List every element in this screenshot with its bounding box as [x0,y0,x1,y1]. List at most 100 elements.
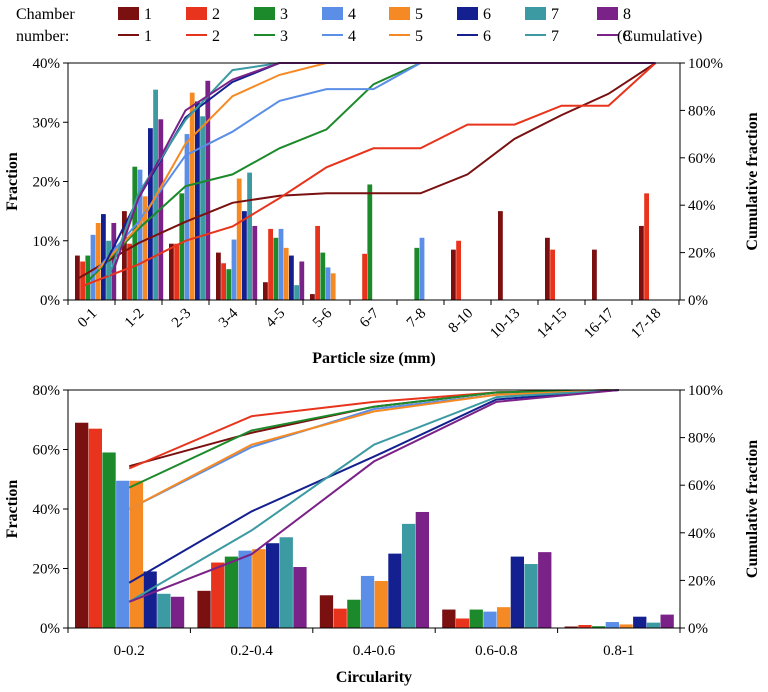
legend-swatch-8 [597,7,618,20]
bar-series-1-4-5 [263,282,268,300]
bar-series-4-0-0.2 [116,480,130,628]
bar-series-3-0-1 [85,255,91,300]
y2-tick-label: 0% [688,293,708,309]
y2-axis-title: Cumulative fraction [744,440,761,578]
x-tick-label: 1-2 [122,306,147,331]
bar-series-7-0-1 [106,240,111,300]
bar-series-4-0.8-1 [605,622,619,628]
x-tick-label: 7-8 [404,306,429,331]
legend-cumulative-suffix: (Cumulative) [617,28,702,45]
x-tick-label: 14-15 [534,306,570,342]
x-tick-label: 16-17 [581,305,617,341]
bar-series-6-0.8-1 [633,616,647,628]
x-tick-label: 0.4-0.6 [353,643,396,659]
x-tick-label: 17-18 [628,306,664,342]
y2-tick-label: 80% [688,103,716,119]
bar-series-1-5-6 [310,294,315,300]
x-axis-title: Particle size (mm) [312,350,435,367]
bar-series-6-0-0.2 [143,571,157,628]
cumulative-line-6 [128,389,619,584]
bar-series-4-0.4-0.6 [360,575,375,628]
bar-series-3-0.2-0.4 [224,556,239,628]
bar-series-5-5-6 [330,273,336,300]
particle-size-chart: 0% 10% 20% 30% 40% 0% 20% 40% 60% 80% 100% 0-1 1-2 2-… [4,56,761,367]
legend-bar-label-5: 5 [415,6,423,23]
y2-tick-label: 100% [688,56,723,72]
bar-series-4-0.2-0.4 [238,550,252,628]
bar-series-6-0.4-0.6 [388,553,402,628]
x-axis-title: Circularity [336,669,412,686]
bar-series-1-0.6-0.8 [442,609,456,628]
bar-series-5-1-2 [142,196,148,300]
bar-series-1-3-4 [216,252,221,300]
bar-series-5-0.2-0.4 [252,549,266,628]
cumulative-line-3 [128,389,619,489]
cumulative-line-2 [82,62,657,287]
bar-series-1-17-18 [639,225,644,300]
legend-line-label-8: 8 [623,28,631,45]
bar-series-4-7-8 [419,237,425,300]
y-tick-label: 20% [33,562,61,578]
y2-tick-label: 60% [688,478,716,494]
x-tick-label: 0.6-0.8 [475,643,518,659]
bar-series-5-0.4-0.6 [374,580,388,628]
y-tick-label: 0% [40,621,60,637]
bar-series-2-0.4-0.6 [333,608,347,628]
y-tick-label: 40% [33,56,61,72]
bar-series-8-0.4-0.6 [415,511,429,628]
y-tick-label: 30% [33,115,61,131]
bar-series-4-0.6-0.8 [483,611,497,628]
y2-tick-label: 60% [688,151,716,167]
y-axis-title: Fraction [4,152,21,211]
legend-line-label-5: 5 [415,28,423,45]
bar-series-5-0.6-0.8 [497,607,511,628]
y-tick-label: 80% [33,383,61,399]
bar-series-8-0-0.2 [170,596,185,628]
bar-series-3-0-0.2 [102,452,116,628]
bar-series-7-2-3 [200,116,205,300]
legend-bar-label-4: 4 [348,6,356,23]
legend-line-label-4: 4 [348,28,356,45]
legend-bar-label-6: 6 [483,6,491,23]
bar-series-4-3-4 [231,239,237,300]
x-tick-label: 6-7 [357,305,383,331]
y2-tick-label: 20% [688,246,716,262]
bar-series-1-0.2-0.4 [197,590,211,628]
bar-series-5-3-4 [236,178,242,300]
x-tick-label: 8-10 [446,306,477,337]
legend-bar-label-3: 3 [280,6,288,23]
legend-line-label-6: 6 [483,28,491,45]
legend-line-label-7: 7 [551,28,559,45]
y-tick-label: 0% [40,293,60,309]
bar-series-3-0.8-1 [592,626,606,628]
y-tick-label: 60% [33,443,61,459]
bar-series-3-0.6-0.8 [469,609,483,628]
x-tick-label: 0-0.2 [114,643,145,659]
y2-tick-label: 40% [688,198,716,214]
bar-series-8-0.6-0.8 [538,552,552,628]
bar-series-8-2-3 [205,80,211,301]
bar-series-7-0.4-0.6 [402,523,416,628]
bar-series-2-0-1 [80,261,85,300]
x-tick-label: 5-6 [310,305,336,331]
y2-axis-title: Cumulative fraction [744,112,761,250]
legend-bar-label-8: 8 [623,6,631,23]
circularity-chart: 0% 20% 40% 60% 80% 0% 20% 40% 60% 80% 100% 0-0.2 0.2… [4,383,761,686]
bar-series-6-4-5 [289,255,294,300]
y2-tick-label: 100% [688,383,723,399]
bar-series-2-0.2-0.4 [211,562,225,628]
legend-bar-label-1: 1 [144,6,152,23]
bar-series-5-4-5 [283,247,289,300]
cumulative-line-1 [77,62,657,280]
bar-series-3-3-4 [226,269,232,300]
bar-series-3-2-3 [179,193,185,300]
bar-series-2-0-0.2 [88,428,102,628]
bar-series-7-0.2-0.4 [279,537,293,628]
bar-series-1-0.4-0.6 [319,595,334,628]
bar-series-7-0.6-0.8 [524,564,538,628]
bar-series-6-0-1 [101,214,106,300]
legend-line-label-2: 2 [212,28,220,45]
y2-tick-label: 40% [688,526,716,542]
legend-bar-label-7: 7 [551,6,559,23]
bar-series-7-3-4 [247,172,252,300]
